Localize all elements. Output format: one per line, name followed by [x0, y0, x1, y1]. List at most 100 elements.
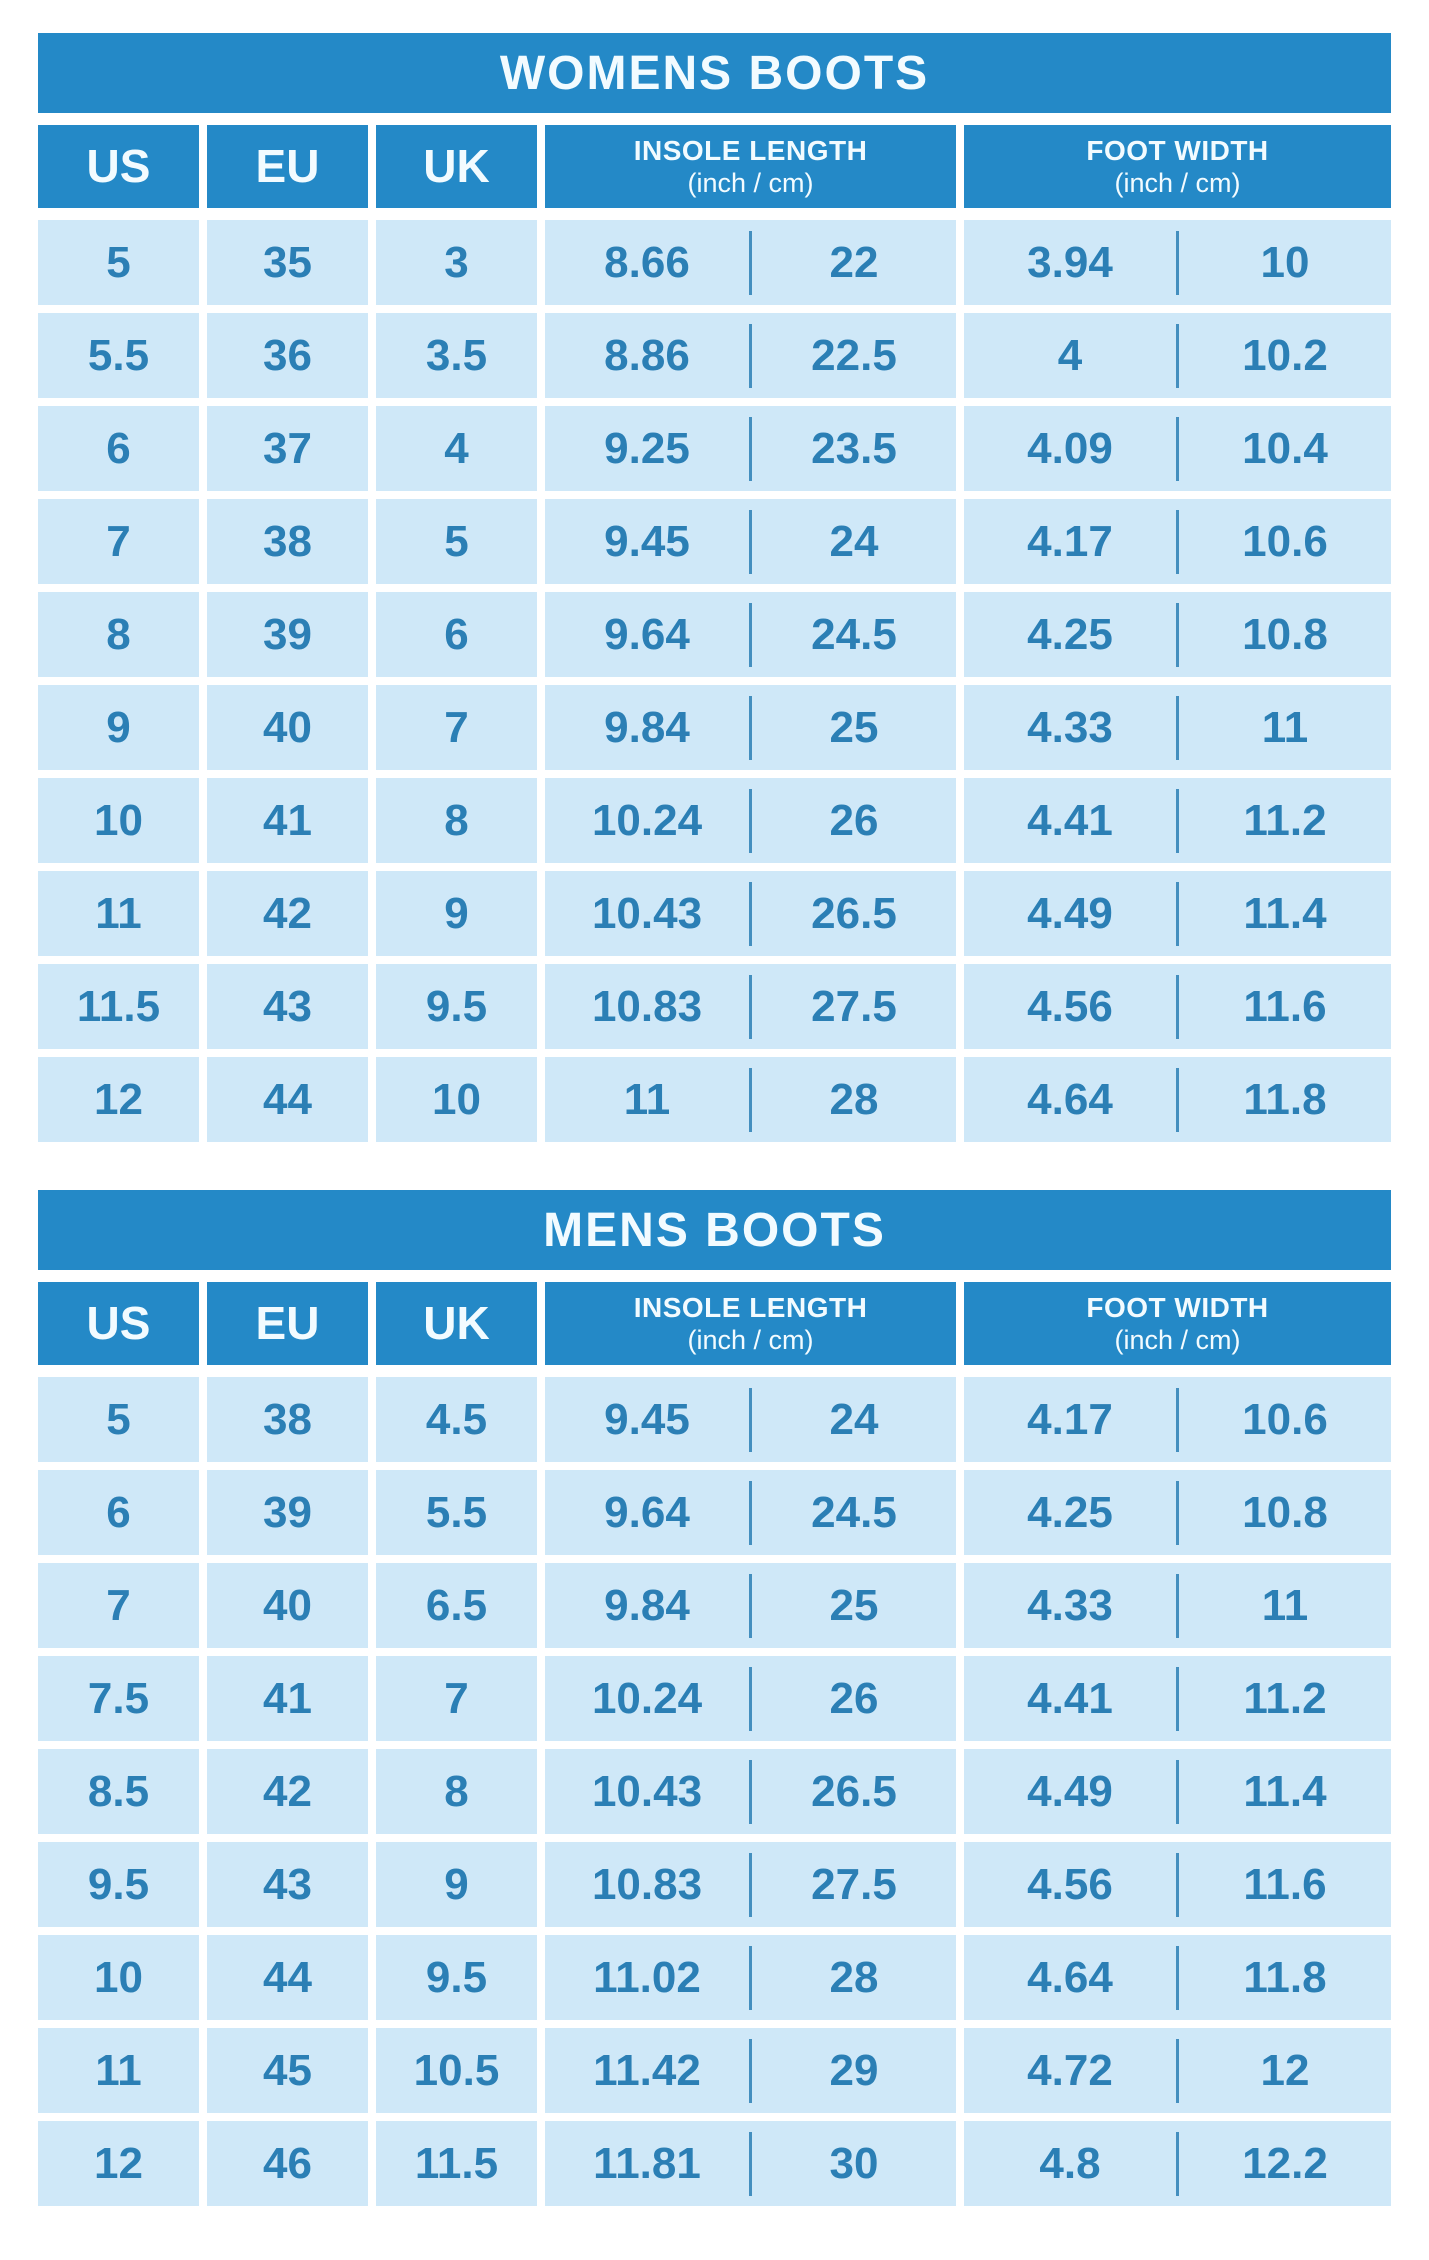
value-divider-line — [749, 1666, 752, 1731]
insole-length-cell: 11 28 — [545, 1057, 956, 1142]
us-size-value: 7.5 — [87, 1673, 150, 1723]
uk-size-cell: 10.5 — [376, 2028, 537, 2113]
foot-width-cm-value: 10.4 — [1242, 423, 1328, 473]
foot-width-cm-value: 11 — [1261, 702, 1309, 752]
eu-size-value: 38 — [263, 516, 312, 566]
eu-size-value: 40 — [263, 702, 312, 752]
us-size-value: 11 — [95, 888, 142, 938]
foot-width-inch-value: 4.17 — [1027, 1394, 1113, 1444]
eu-size-cell: 41 — [207, 1656, 368, 1741]
column-header-label: FOOT WIDTH — [1086, 1291, 1269, 1323]
us-size-cell: 10 — [38, 778, 199, 863]
uk-size-cell: 8 — [376, 1749, 537, 1834]
value-divider-line — [749, 974, 752, 1039]
uk-size-value: 9.5 — [425, 1952, 488, 2002]
eu-size-cell: 39 — [207, 592, 368, 677]
foot-width-cm-value: 11.2 — [1243, 795, 1327, 845]
foot-width-cm-value: 10.6 — [1242, 1394, 1328, 1444]
insole-length-cell: 11.81 30 — [545, 2121, 956, 2206]
column-header-label: US — [86, 1297, 151, 1350]
insole-length-cell: 10.43 26.5 — [545, 871, 956, 956]
value-divider-line — [749, 1480, 752, 1545]
insole-cm-value: 26.5 — [811, 888, 897, 938]
us-size-value: 8.5 — [87, 1766, 150, 1816]
insole-length-cell: 9.25 23.5 — [545, 406, 956, 491]
uk-size-cell: 10 — [376, 1057, 537, 1142]
insole-cm-value: 25 — [829, 1580, 879, 1630]
value-divider-line — [1176, 509, 1179, 574]
insole-inch-value: 10.83 — [591, 981, 703, 1031]
foot-width-cell: 4.56 11.6 — [964, 1842, 1391, 1927]
table-body: 5 35 3 8.66 22 3.94 10 5.5 36 3.5 8.86 — [38, 220, 1391, 1142]
foot-width-cm-value: 10.6 — [1242, 516, 1328, 566]
table-row: 9 40 7 9.84 25 4.33 11 — [38, 685, 1391, 770]
uk-size-cell: 5 — [376, 499, 537, 584]
foot-width-cm-value: 12.2 — [1242, 2138, 1328, 2188]
uk-size-cell: 11.5 — [376, 2121, 537, 2206]
eu-size-cell: 44 — [207, 1935, 368, 2020]
column-header-uk: UK — [376, 125, 537, 208]
value-divider-line — [1176, 788, 1179, 853]
eu-size-value: 45 — [263, 2045, 312, 2095]
foot-width-cm-value: 11.4 — [1243, 888, 1327, 938]
eu-size-value: 44 — [263, 1952, 312, 2002]
uk-size-value: 10.5 — [413, 2045, 500, 2095]
eu-size-cell: 43 — [207, 964, 368, 1049]
us-size-value: 9.5 — [87, 1859, 150, 1909]
column-header-eu: EU — [207, 125, 368, 208]
us-size-value: 9 — [106, 702, 131, 752]
eu-size-value: 39 — [263, 1487, 312, 1537]
foot-width-cell: 3.94 10 — [964, 220, 1391, 305]
insole-length-cell: 9.45 24 — [545, 499, 956, 584]
foot-width-cm-value: 11.2 — [1243, 1673, 1327, 1723]
value-divider-line — [1176, 230, 1179, 295]
table-row: 7.5 41 7 10.24 26 4.41 11.2 — [38, 1656, 1391, 1741]
column-header-units: (inch / cm) — [1114, 1325, 1241, 1356]
insole-length-cell: 9.84 25 — [545, 685, 956, 770]
uk-size-value: 4.5 — [425, 1394, 488, 1444]
foot-width-cell: 4.49 11.4 — [964, 871, 1391, 956]
uk-size-value: 7 — [444, 702, 469, 752]
uk-size-value: 9.5 — [425, 981, 488, 1031]
foot-width-cm-value: 11.8 — [1243, 1952, 1327, 2002]
eu-size-cell: 44 — [207, 1057, 368, 1142]
column-header-label: UK — [423, 140, 490, 193]
table-title: WOMENS BOOTS — [499, 46, 930, 100]
foot-width-inch-value: 4.25 — [1027, 1487, 1113, 1537]
insole-cm-value: 29 — [829, 2045, 879, 2095]
value-divider-line — [749, 1067, 752, 1132]
us-size-cell: 7.5 — [38, 1656, 199, 1741]
foot-width-inch-value: 4.17 — [1027, 516, 1113, 566]
us-size-value: 10 — [94, 795, 143, 845]
eu-size-value: 40 — [263, 1580, 312, 1630]
us-size-cell: 5.5 — [38, 313, 199, 398]
column-header-uk: UK — [376, 1282, 537, 1365]
foot-width-cm-value: 10.8 — [1242, 609, 1328, 659]
foot-width-cm-value: 12 — [1260, 2045, 1310, 2095]
table-title-bar: WOMENS BOOTS — [38, 33, 1391, 113]
foot-width-cm-value: 10.2 — [1242, 330, 1328, 380]
foot-width-cm-value: 11.4 — [1243, 1766, 1327, 1816]
table-row: 6 39 5.5 9.64 24.5 4.25 10.8 — [38, 1470, 1391, 1555]
insole-inch-value: 8.66 — [604, 237, 690, 287]
uk-size-value: 9 — [444, 1859, 469, 1909]
us-size-cell: 9 — [38, 685, 199, 770]
value-divider-line — [1176, 1945, 1179, 2010]
table-row: 11 45 10.5 11.42 29 4.72 12 — [38, 2028, 1391, 2113]
foot-width-inch-value: 4.41 — [1027, 1673, 1113, 1723]
uk-size-cell: 9.5 — [376, 1935, 537, 2020]
column-header-label: US — [86, 140, 151, 193]
uk-size-value: 8 — [444, 1766, 469, 1816]
foot-width-inch-value: 4 — [1057, 330, 1083, 380]
foot-width-inch-value: 4.64 — [1027, 1952, 1113, 2002]
insole-length-cell: 10.83 27.5 — [545, 964, 956, 1049]
value-divider-line — [1176, 323, 1179, 388]
table-row: 7 38 5 9.45 24 4.17 10.6 — [38, 499, 1391, 584]
uk-size-value: 7 — [444, 1673, 469, 1723]
foot-width-cm-value: 10.8 — [1242, 1487, 1328, 1537]
eu-size-value: 46 — [263, 2138, 312, 2188]
us-size-value: 11 — [95, 2045, 142, 2095]
column-header-us: US — [38, 125, 199, 208]
eu-size-cell: 42 — [207, 1749, 368, 1834]
table-row: 6 37 4 9.25 23.5 4.09 10.4 — [38, 406, 1391, 491]
